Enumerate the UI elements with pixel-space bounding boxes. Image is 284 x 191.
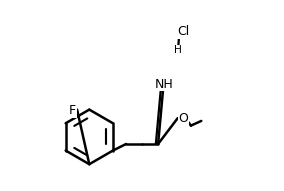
Text: F: F — [69, 104, 76, 117]
Text: Cl: Cl — [177, 25, 189, 38]
Text: NH: NH — [155, 78, 174, 91]
Text: H: H — [174, 45, 182, 55]
Text: O: O — [178, 112, 188, 125]
